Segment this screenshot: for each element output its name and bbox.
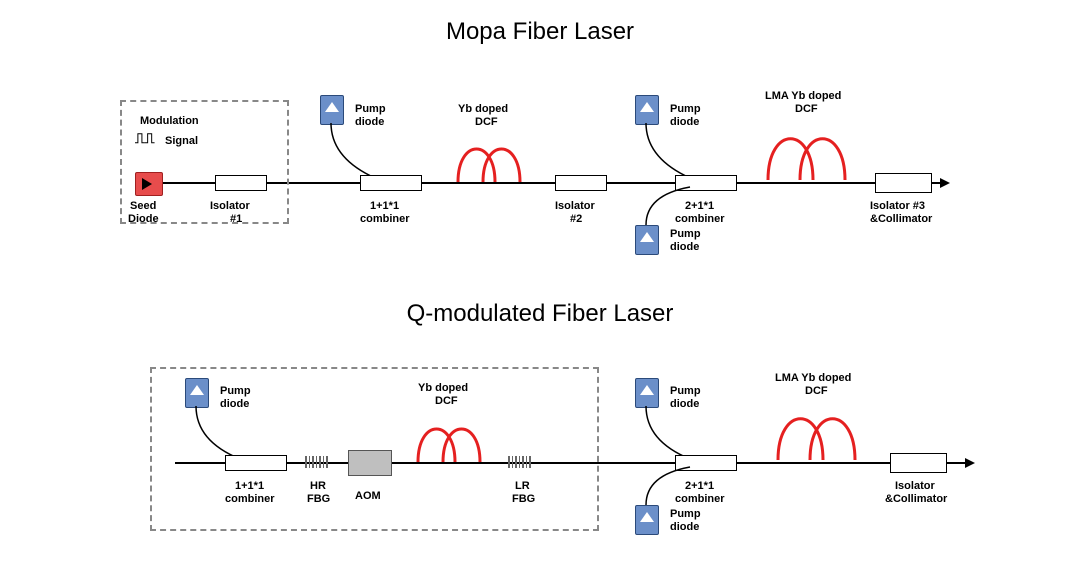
qmod-title: Q-modulated Fiber Laser bbox=[0, 300, 1080, 328]
qmod-pump1-label1: Pump bbox=[220, 385, 251, 398]
mopa-signal-label: Signal bbox=[165, 135, 198, 148]
mopa-pump2-label1: Pump bbox=[670, 103, 701, 116]
qmod-aom-label: AOM bbox=[355, 490, 381, 503]
qmod-combiner1-label2: combiner bbox=[225, 493, 275, 506]
mopa-pump1-label1: Pump bbox=[355, 103, 386, 116]
mopa-iso3-label1: Isolator #3 bbox=[870, 200, 925, 213]
mopa-pump1-icon bbox=[320, 95, 344, 125]
qmod-combiner1-label1: 1+1*1 bbox=[235, 480, 264, 493]
mopa-combiner1-label1: 1+1*1 bbox=[370, 200, 399, 213]
mopa-pump3-curve bbox=[640, 185, 700, 230]
qmod-iso-label2: &Collimator bbox=[885, 493, 947, 506]
qmod-iso-label1: Isolator bbox=[895, 480, 935, 493]
mopa-pump2-top-icon bbox=[635, 95, 659, 125]
mopa-title: Mopa Fiber Laser bbox=[0, 18, 1080, 46]
mopa-pump2-curve bbox=[640, 123, 700, 183]
mopa-isolator1-label2: #1 bbox=[230, 213, 242, 226]
seed-diode-label2: Diode bbox=[128, 213, 159, 226]
mopa-pulse-icon: ⎍⎍ bbox=[135, 130, 155, 147]
mopa-dcf1-label1: Yb doped bbox=[458, 103, 508, 116]
qmod-dcf2-label1: LMA Yb doped bbox=[775, 372, 851, 385]
mopa-isolator3 bbox=[875, 173, 932, 193]
qmod-lr-label2: FBG bbox=[512, 493, 535, 506]
seed-diode-icon bbox=[135, 172, 163, 196]
qmod-pump1-icon bbox=[185, 378, 209, 408]
qmod-hr-fbg-icon bbox=[305, 456, 328, 468]
mopa-isolator1-label1: Isolator bbox=[210, 200, 250, 213]
mopa-coil2-icon bbox=[765, 120, 850, 185]
qmod-pump2-label1: Pump bbox=[670, 385, 701, 398]
mopa-iso3-label2: &Collimator bbox=[870, 213, 932, 226]
mopa-isolator2-label1: Isolator bbox=[555, 200, 595, 213]
qmod-dcf2-label2: DCF bbox=[805, 385, 828, 398]
qmod-dcf1-label2: DCF bbox=[435, 395, 458, 408]
qmod-pump3-curve bbox=[640, 465, 700, 510]
qmod-lr-label1: LR bbox=[515, 480, 530, 493]
mopa-isolator1 bbox=[215, 175, 267, 191]
qmod-pump3-label2: diode bbox=[670, 521, 699, 534]
mopa-combiner1-label2: combiner bbox=[360, 213, 410, 226]
qmod-output-arrow-icon bbox=[965, 458, 975, 468]
mopa-modulation-label: Modulation bbox=[140, 115, 199, 128]
mopa-pump1-curve bbox=[325, 123, 385, 183]
mopa-coil1-icon bbox=[455, 133, 525, 188]
mopa-isolator2-label2: #2 bbox=[570, 213, 582, 226]
qmod-hr-label1: HR bbox=[310, 480, 326, 493]
qmod-coil1-icon bbox=[415, 413, 485, 468]
qmod-hr-label2: FBG bbox=[307, 493, 330, 506]
mopa-pump3-label2: diode bbox=[670, 241, 699, 254]
qmod-combiner1 bbox=[225, 455, 287, 471]
mopa-dcf1-label2: DCF bbox=[475, 116, 498, 129]
mopa-output-arrow-icon bbox=[940, 178, 950, 188]
mopa-combiner1 bbox=[360, 175, 422, 191]
qmod-isolator bbox=[890, 453, 947, 473]
mopa-isolator2 bbox=[555, 175, 607, 191]
mopa-dcf2-label2: DCF bbox=[795, 103, 818, 116]
seed-diode-label1: Seed bbox=[130, 200, 156, 213]
mopa-dcf2-label1: LMA Yb doped bbox=[765, 90, 841, 103]
qmod-pump2-top-icon bbox=[635, 378, 659, 408]
qmod-aom-box bbox=[348, 450, 392, 476]
qmod-dcf1-label1: Yb doped bbox=[418, 382, 468, 395]
qmod-coil2-icon bbox=[775, 400, 860, 465]
qmod-lr-fbg-icon bbox=[508, 456, 531, 468]
